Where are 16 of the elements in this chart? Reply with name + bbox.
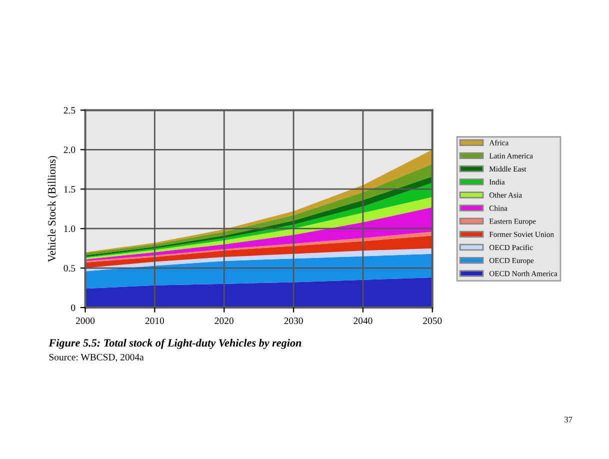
y-tick-label: 2.0 xyxy=(64,146,76,154)
x-tick-label: 2050 xyxy=(423,318,442,324)
x-tick-label: 2010 xyxy=(145,318,164,324)
y-tick-label: 0 xyxy=(71,304,76,311)
y-tick-label: 1.0 xyxy=(64,225,76,232)
x-tick-label: 2040 xyxy=(354,318,372,324)
x-tick-label: 2020 xyxy=(214,318,234,324)
x-tick-label: 2000 xyxy=(76,318,95,324)
caption: Figure 5.5: Total stock of Light-duty Vehicles by region xyxy=(48,338,302,349)
y-tick-label: 2.5 xyxy=(64,107,76,114)
y-tick-label: 0.5 xyxy=(64,264,76,272)
x-tick-label: 2030 xyxy=(284,318,303,324)
text: 37 xyxy=(564,416,572,422)
y-axis-title: Vehicle Stock (Billions) xyxy=(48,156,58,262)
source-note: Source: WBCSD, 2004a xyxy=(49,354,144,362)
y-tick-label: 1.5 xyxy=(64,186,76,193)
